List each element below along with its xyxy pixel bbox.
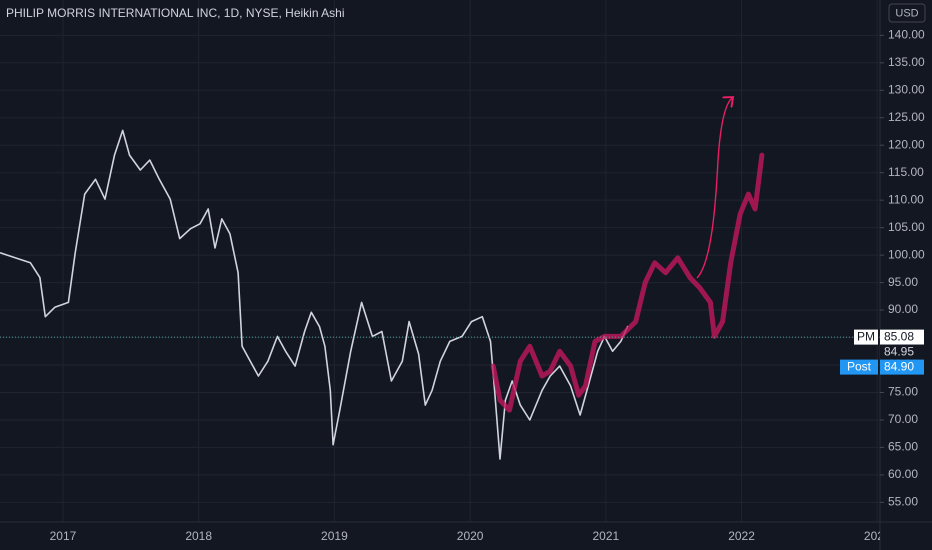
y-tick-label: 55.00 <box>888 495 918 509</box>
price-label-name-box <box>854 329 878 345</box>
y-tick-label: 120.00 <box>888 137 925 151</box>
y-tick-label: 135.00 <box>888 55 925 69</box>
y-tick-label: 130.00 <box>888 82 925 96</box>
y-tick-label: 60.00 <box>888 467 918 481</box>
x-tick-label: 2022 <box>728 529 755 543</box>
y-tick-label: 125.00 <box>888 110 925 124</box>
price-label: 84.95 <box>884 344 914 358</box>
projection-line <box>490 152 765 413</box>
price-label-box <box>880 359 924 375</box>
x-tick-label: 2023 <box>864 529 891 543</box>
y-tick-label: 140.00 <box>888 28 925 42</box>
price-label: 85.08 <box>884 329 914 343</box>
x-tick-label: 2017 <box>50 529 77 543</box>
chart-title: PHILIP MORRIS INTERNATIONAL INC, 1D, NYS… <box>6 6 345 20</box>
y-tick-label: 110.00 <box>888 192 924 206</box>
arrow-drawing <box>696 98 732 279</box>
y-tick-label: 95.00 <box>888 275 918 289</box>
x-tick-label: 2020 <box>457 529 484 543</box>
plot <box>0 129 880 460</box>
price-label-name: Post <box>847 359 872 373</box>
price-label-box <box>880 344 924 360</box>
y-tick-label: 75.00 <box>888 385 918 399</box>
y-tick-label: 100.00 <box>888 247 925 261</box>
x-axis-labels: 2017 2018 2019 2020 2021 2022 2023 <box>50 529 891 543</box>
y-tick-label: 90.00 <box>888 302 918 316</box>
price-label-name: PM <box>857 329 875 343</box>
currency-box[interactable] <box>888 3 926 23</box>
y-tick-label: 70.00 <box>888 412 918 426</box>
price-label-box <box>880 329 924 345</box>
y-tick-label: 65.00 <box>888 440 918 454</box>
currency[interactable]: USD <box>895 7 918 19</box>
x-tick-label: 2018 <box>185 529 212 543</box>
axes: 55.0060.0065.0070.0075.0080.0085.0090.00… <box>50 28 925 544</box>
y-tick-label: 115.00 <box>888 165 924 179</box>
price-line <box>0 129 629 460</box>
price-label-name-box <box>840 359 878 375</box>
price-label: 84.90 <box>884 359 914 373</box>
y-tick-label: 105.00 <box>888 220 925 234</box>
x-tick-label: 2021 <box>592 529 619 543</box>
x-tick-label: 2019 <box>321 529 348 543</box>
grid <box>0 0 880 522</box>
